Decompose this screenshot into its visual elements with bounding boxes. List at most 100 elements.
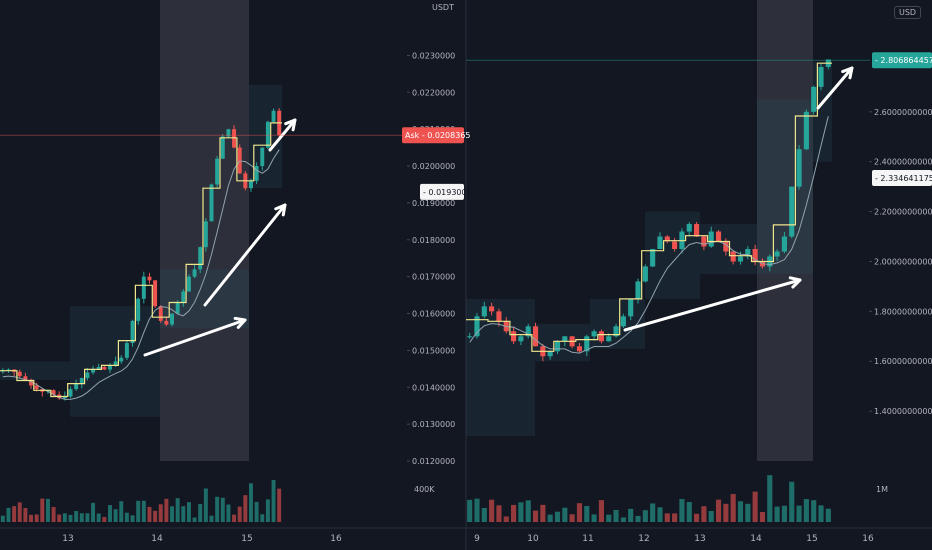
volume-bar [745, 503, 751, 522]
volume-bar [620, 517, 626, 522]
volume-bar [0, 515, 5, 522]
candle-body [130, 320, 135, 344]
volume-bar [694, 513, 700, 522]
candle-body [737, 256, 744, 262]
volume-scale-label: 400K [414, 485, 435, 494]
volume-bar [215, 496, 220, 522]
volume-bar [818, 505, 824, 522]
volume-bar [686, 501, 692, 522]
right-unit-badge[interactable]: USD [894, 6, 922, 19]
candle-body [158, 306, 163, 321]
y-tick-label: 0.0180000 [412, 236, 455, 245]
candle-body [811, 86, 817, 112]
y-tick-label: 0.0140000 [412, 383, 455, 392]
volume-bar [591, 514, 597, 522]
y-tick-label: 0.0190000 [412, 199, 455, 208]
candle-body [489, 306, 495, 312]
candle-body [730, 251, 736, 262]
volume-bar [525, 500, 531, 522]
candle-body [803, 111, 809, 150]
x-tick-label: 15 [806, 534, 817, 544]
volume-bar [119, 501, 124, 522]
candle-body [113, 361, 118, 366]
volume-bar [569, 514, 575, 522]
volume-bar [503, 516, 509, 522]
y-tick-label: 2.0000000000 [874, 257, 932, 266]
candle-body [23, 376, 28, 380]
candle-body [51, 390, 56, 395]
volume-bar [85, 513, 90, 522]
y-tick-label: 2.6000000000 [874, 108, 932, 117]
volume-bar [730, 494, 736, 522]
volume-bar [74, 510, 79, 522]
volume-bar [277, 488, 282, 522]
volume-bar [153, 510, 158, 522]
volume-bar [220, 497, 225, 522]
candle-body [85, 372, 90, 379]
x-tick-label: 13 [62, 534, 73, 544]
candle-body [657, 236, 663, 249]
candle-body [265, 121, 270, 148]
volume-bar [124, 512, 129, 522]
candle-body [220, 136, 225, 159]
volume-bar [192, 517, 197, 522]
volume-bar [12, 506, 17, 522]
candle-body [91, 368, 96, 373]
candle-body [102, 366, 107, 370]
y-tick-label: 0.0170000 [412, 273, 455, 282]
volume-bar [158, 504, 163, 522]
candle-body [192, 269, 197, 277]
candle-body [260, 147, 265, 167]
volume-bar [825, 508, 831, 522]
y-tick-label: 2.2000000000 [874, 208, 932, 217]
volume-bar [811, 500, 817, 522]
volume-bar [147, 506, 152, 522]
candle-body [29, 379, 33, 386]
x-tick-label: 16 [330, 534, 342, 544]
candle-body [789, 186, 795, 237]
volume-bar [209, 515, 214, 522]
volume-bar [628, 508, 634, 522]
candle-body [620, 316, 626, 327]
y-tick-label: 0.0230000 [412, 51, 455, 60]
volume-bar [613, 509, 619, 522]
volume-bar [45, 498, 50, 522]
candle-body [694, 224, 700, 237]
volume-bar [664, 513, 670, 522]
volume-bar [576, 503, 583, 522]
ask-price-tag-text: Ask - 0.0208365 [405, 131, 471, 140]
volume-bar [68, 514, 73, 522]
y-tick-label: 0.0120000 [412, 457, 455, 466]
trend-arrow-head [233, 316, 247, 329]
candle-body [642, 266, 648, 282]
trend-arrow-head [788, 276, 802, 289]
candle-body [254, 166, 259, 181]
x-tick-label: 10 [527, 534, 539, 544]
candle-body [34, 385, 39, 390]
volume-bar [562, 507, 568, 522]
y-tick-label: 0.0150000 [412, 346, 455, 355]
volume-bar [723, 503, 729, 522]
candle-body [209, 184, 214, 222]
candle-body [686, 224, 692, 232]
y-tick-label: 0.0200000 [412, 162, 455, 171]
ma-price-tag-text: - 2.3346411753 [875, 174, 932, 183]
volume-bar [102, 517, 107, 522]
y-tick-label: 1.8000000000 [874, 307, 932, 316]
volume-bar [540, 504, 546, 522]
volume-bar [40, 498, 45, 522]
candle-body [226, 129, 231, 137]
candle-body [249, 180, 253, 189]
candle-body [164, 320, 169, 325]
candle-body [701, 236, 707, 247]
volume-bar [474, 498, 480, 522]
volume-bar [51, 506, 56, 522]
session-highlight-zone [757, 0, 813, 461]
volume-bar [650, 503, 656, 522]
volume-bar [232, 514, 237, 522]
volume-bar [737, 501, 744, 522]
volume-bar [6, 507, 11, 522]
candle-body [576, 346, 583, 352]
candle-body [74, 383, 79, 390]
